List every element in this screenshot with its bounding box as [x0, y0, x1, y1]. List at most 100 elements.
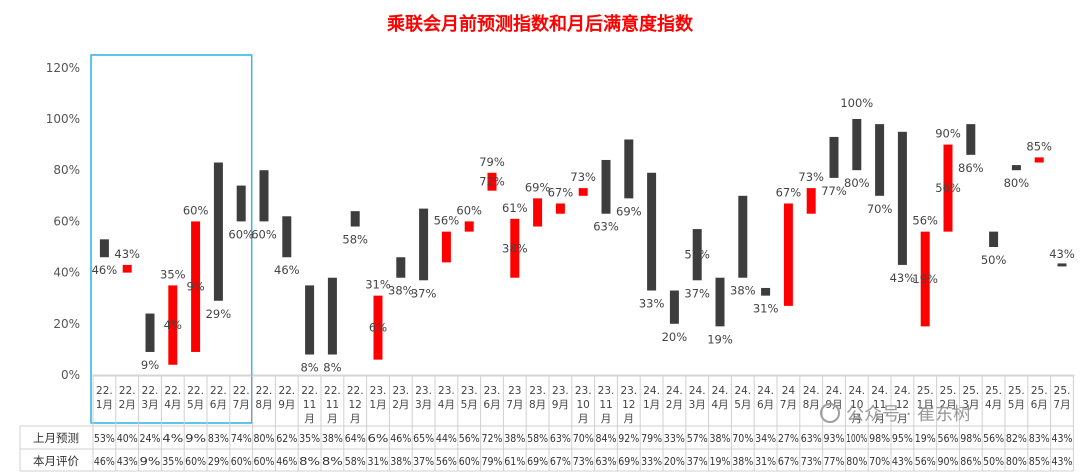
data-label: 60%	[228, 227, 254, 241]
table-cell-forecast: 98%	[869, 433, 890, 445]
bar	[510, 218, 520, 278]
bar	[145, 313, 155, 352]
category-label: 25.	[1031, 385, 1048, 397]
data-label: 38%	[730, 284, 756, 298]
bar	[943, 144, 953, 232]
category-label: 22.	[96, 385, 113, 397]
data-label: 19%	[707, 332, 733, 346]
category-label: 4月	[438, 399, 455, 411]
category-label: 23.	[415, 385, 432, 397]
table-cell-evaluation: 8%	[322, 456, 343, 468]
table-cell-evaluation: 86%	[960, 456, 981, 468]
bar	[738, 195, 748, 278]
category-label: 24.	[871, 385, 888, 397]
bar	[259, 170, 269, 222]
category-label: 24.	[803, 385, 820, 397]
bar-inner-label: 38%	[502, 241, 528, 255]
data-label: 73%	[798, 170, 824, 184]
bar	[829, 136, 839, 178]
category-label: 7月	[233, 399, 250, 411]
table-cell-evaluation: 38%	[390, 456, 411, 468]
table-cell-forecast: 95%	[892, 433, 913, 445]
table-cell-forecast: 46%	[390, 433, 411, 445]
category-label: 24.	[689, 385, 706, 397]
year-group-frame	[90, 54, 253, 424]
category-label: 24.	[848, 385, 865, 397]
category-label: 25.	[962, 385, 979, 397]
bar	[396, 257, 406, 278]
y-tick-label: 20%	[53, 317, 80, 331]
category-label: 3月	[415, 399, 432, 411]
category-label: 8月	[529, 399, 546, 411]
category-label: 25.	[1008, 385, 1025, 397]
category-label: 23.	[484, 385, 501, 397]
data-label: 63%	[593, 220, 619, 234]
data-label: 90%	[935, 127, 961, 141]
table-cell-evaluation: 43%	[1052, 456, 1073, 468]
category-label: 11	[873, 399, 886, 411]
table-cell-forecast: 92%	[618, 433, 639, 445]
category-label: 23	[508, 385, 521, 397]
table-cell-forecast: 62%	[276, 433, 297, 445]
bar	[122, 264, 132, 273]
data-label: 9%	[141, 358, 159, 372]
category-label: 22.	[324, 385, 341, 397]
table-cell-forecast: 56%	[938, 433, 959, 445]
table-cell-evaluation: 38%	[732, 456, 753, 468]
data-label: 70%	[867, 202, 893, 216]
data-label: 43%	[890, 271, 916, 285]
table-cell-forecast: 6%	[368, 433, 389, 445]
category-label: 22.	[164, 385, 181, 397]
category-label: 24.	[757, 385, 774, 397]
category-label: 8月	[803, 399, 820, 411]
category-label: 1月	[917, 399, 934, 411]
table-cell-evaluation: 20%	[664, 456, 685, 468]
table-cell-evaluation: 31%	[755, 456, 776, 468]
category-label: 月	[874, 413, 885, 425]
bar-inner-label: 6%	[369, 321, 387, 335]
table-cell-forecast: 80%	[254, 433, 275, 445]
data-label: 58%	[342, 233, 368, 247]
table-cell-forecast: 56%	[459, 433, 480, 445]
table-cell-evaluation: 85%	[1029, 456, 1050, 468]
category-label: 4月	[164, 399, 181, 411]
table-cell-forecast: 83%	[208, 433, 229, 445]
category-label: 23.	[529, 385, 546, 397]
table-cell-forecast: 82%	[1006, 433, 1027, 445]
bar	[373, 295, 383, 360]
category-label: 23.	[438, 385, 455, 397]
y-tick-label: 40%	[53, 266, 80, 280]
category-label: 22.	[119, 385, 136, 397]
table-cell-evaluation: 29%	[208, 456, 229, 468]
data-label: 67%	[776, 185, 802, 199]
table-cell-forecast: 70%	[732, 433, 753, 445]
data-label: 35%	[160, 267, 186, 281]
category-label: 6月	[483, 399, 500, 411]
category-label: 11	[303, 399, 316, 411]
table-cell-evaluation: 73%	[573, 456, 594, 468]
table-cell-evaluation: 60%	[231, 456, 252, 468]
category-label: 22.	[278, 385, 295, 397]
table-cell-evaluation: 37%	[687, 456, 708, 468]
data-label: 79%	[479, 155, 505, 169]
table-cell-evaluation: 73%	[801, 456, 822, 468]
table-cell-forecast: 38%	[322, 433, 343, 445]
data-label: 67%	[548, 185, 574, 199]
category-label: 10	[850, 399, 863, 411]
data-label: 8%	[323, 361, 341, 375]
y-tick-label: 0%	[61, 368, 80, 382]
bar	[852, 119, 862, 171]
table-cell-forecast: 65%	[413, 433, 434, 445]
data-label: 61%	[502, 201, 528, 215]
table-cell-evaluation: 35%	[162, 456, 183, 468]
bar	[533, 198, 543, 227]
category-label: 23.	[552, 385, 569, 397]
category-label: 5月	[1008, 399, 1025, 411]
bar	[236, 185, 246, 222]
table-cell-forecast: 63%	[550, 433, 571, 445]
table-cell-evaluation: 58%	[345, 456, 366, 468]
bar	[601, 159, 611, 214]
table-cell-evaluation: 8%	[299, 456, 320, 468]
table-cell-evaluation: 90%	[938, 456, 959, 468]
category-label: 1月	[96, 399, 113, 411]
